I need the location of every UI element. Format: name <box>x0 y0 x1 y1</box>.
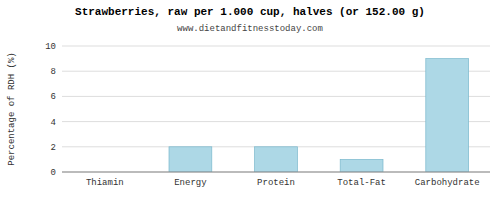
y-axis-label: Percentage of RDH (%) <box>7 52 17 165</box>
x-axis-line <box>62 172 490 173</box>
chart-svg: Strawberries, raw per 1.000 cup, halves … <box>0 0 500 200</box>
y-tick-label: 0 <box>51 168 56 178</box>
x-tick-label: Energy <box>174 178 207 188</box>
x-tick-label: Carbohydrate <box>415 178 480 188</box>
chart-container: Strawberries, raw per 1.000 cup, halves … <box>0 0 500 200</box>
y-tick-label: 8 <box>51 67 56 77</box>
bar <box>426 59 469 172</box>
y-tick-label: 10 <box>45 42 56 52</box>
y-tick-label: 4 <box>51 118 56 128</box>
grid <box>62 46 490 172</box>
bar <box>340 159 383 172</box>
bar <box>169 147 212 172</box>
grid-line <box>62 46 490 47</box>
y-tick-label: 6 <box>51 92 56 102</box>
bars <box>169 59 469 172</box>
x-tick-label: Protein <box>257 178 295 188</box>
bar <box>255 147 298 172</box>
x-tick-label: Total-Fat <box>337 178 386 188</box>
grid-line <box>62 172 490 173</box>
x-tick-label: Thiamin <box>86 178 124 188</box>
subtitle: www.dietandfitnesstoday.com <box>177 24 323 34</box>
title: Strawberries, raw per 1.000 cup, halves … <box>75 6 425 18</box>
y-tick-label: 2 <box>51 143 56 153</box>
